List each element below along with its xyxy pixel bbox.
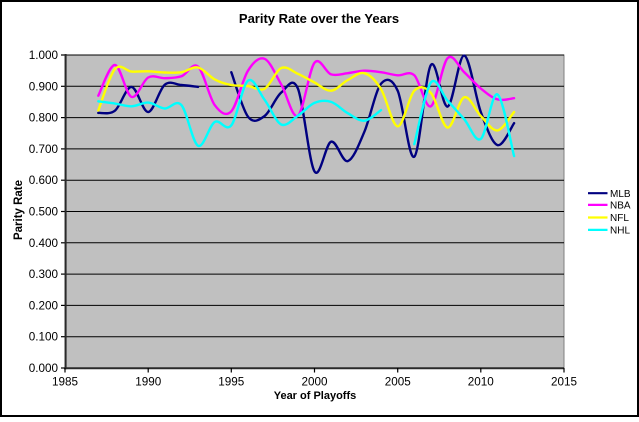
svg-text:0.600: 0.600	[29, 174, 59, 187]
svg-text:2015: 2015	[551, 376, 578, 389]
svg-text:0.400: 0.400	[29, 237, 59, 250]
svg-text:Parity Rate over the Years: Parity Rate over the Years	[239, 11, 399, 26]
svg-text:0.200: 0.200	[29, 299, 59, 312]
svg-text:2000: 2000	[301, 376, 328, 389]
svg-text:0.800: 0.800	[29, 112, 59, 125]
svg-text:2010: 2010	[468, 376, 495, 389]
svg-text:Year of Playoffs: Year of Playoffs	[274, 390, 357, 402]
svg-text:0.500: 0.500	[29, 206, 59, 219]
svg-text:MLB: MLB	[610, 189, 631, 200]
svg-text:1995: 1995	[218, 376, 245, 389]
svg-text:0.000: 0.000	[29, 362, 59, 375]
svg-text:0.100: 0.100	[29, 331, 59, 344]
svg-text:0.700: 0.700	[29, 143, 59, 156]
svg-text:Parity Rate: Parity Rate	[13, 180, 25, 240]
svg-text:NHL: NHL	[610, 226, 630, 237]
svg-text:0.300: 0.300	[29, 268, 59, 281]
svg-text:NBA: NBA	[610, 201, 631, 212]
svg-text:NFL: NFL	[610, 213, 629, 224]
svg-text:2005: 2005	[385, 376, 412, 389]
svg-text:1985: 1985	[52, 376, 79, 389]
svg-text:1990: 1990	[135, 376, 162, 389]
svg-text:1.000: 1.000	[29, 49, 59, 62]
svg-text:0.900: 0.900	[29, 80, 59, 93]
